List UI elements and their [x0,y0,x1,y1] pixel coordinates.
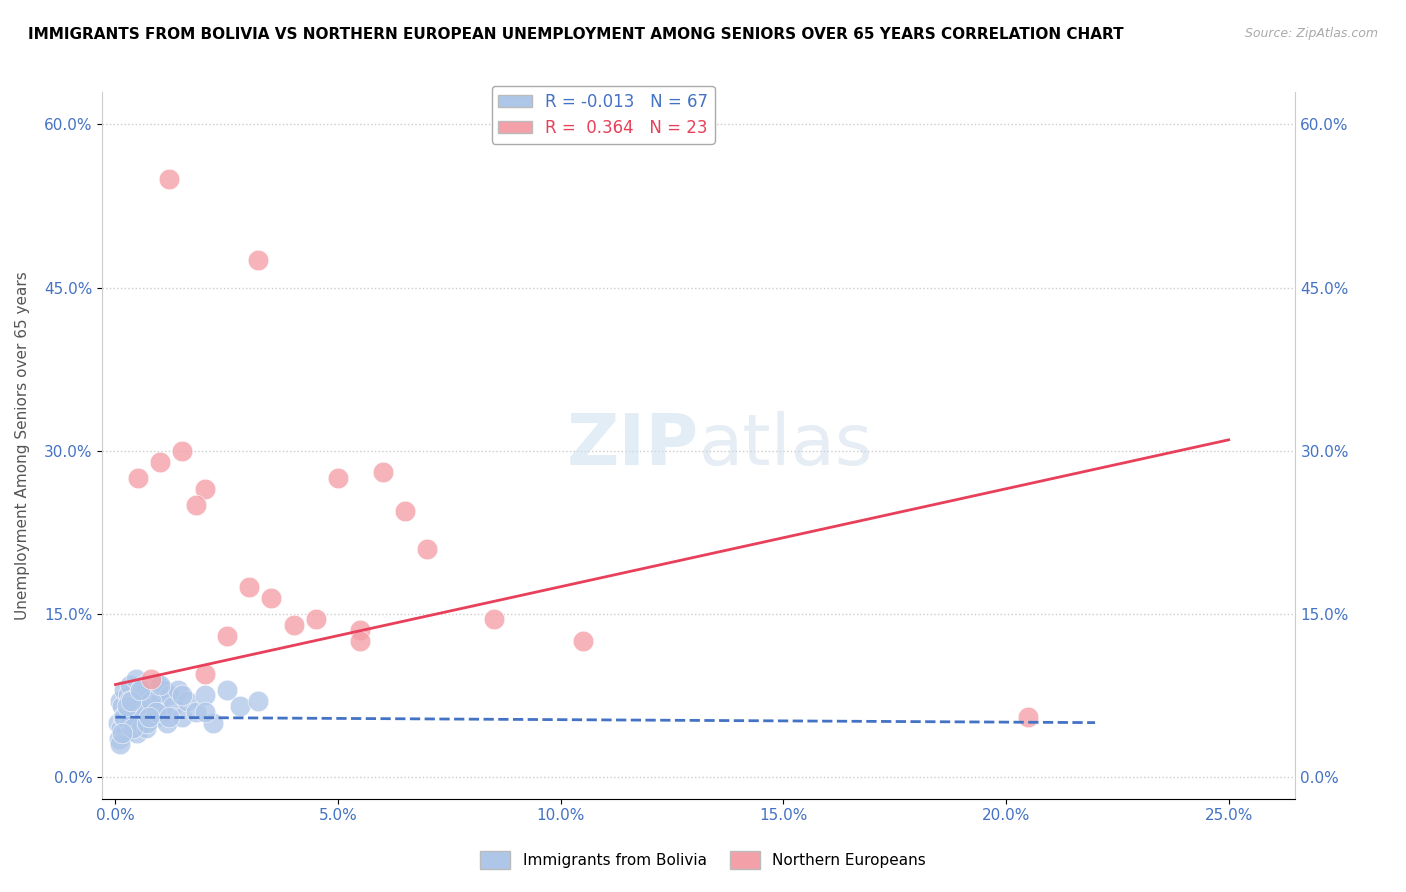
Text: Source: ZipAtlas.com: Source: ZipAtlas.com [1244,27,1378,40]
Point [108,694,131,708]
Text: atlas: atlas [699,410,873,480]
Point [124,710,146,724]
Point [121,699,143,714]
Legend: R = -0.013   N = 67, R =  0.364   N = 23: R = -0.013 N = 67, R = 0.364 N = 23 [492,86,714,144]
Point [394,503,416,517]
Point [229,699,252,714]
Point [150,705,173,719]
Point [122,694,145,708]
Point [114,726,136,740]
Point [157,689,180,703]
Point [153,683,176,698]
Point [138,710,160,724]
Point [156,715,179,730]
Point [193,689,215,703]
Point [135,721,157,735]
Text: ZIP: ZIP [567,410,699,480]
Point [124,672,146,686]
Point [120,694,142,708]
Point [260,591,283,605]
Point [138,710,160,724]
Point [111,726,134,740]
Point [349,623,371,637]
Point [110,721,132,735]
Point [115,699,138,714]
Point [149,677,172,691]
Point [112,710,135,724]
Point [131,694,153,708]
Text: IMMIGRANTS FROM BOLIVIA VS NORTHERN EUROPEAN UNEMPLOYMENT AMONG SENIORS OVER 65 : IMMIGRANTS FROM BOLIVIA VS NORTHERN EURO… [28,27,1123,42]
Point [139,672,162,686]
Point [172,689,194,703]
Point [149,454,172,468]
Point [139,683,162,698]
Legend: Immigrants from Bolivia, Northern Europeans: Immigrants from Bolivia, Northern Europe… [474,845,932,875]
Point [193,482,215,496]
Point [125,726,148,740]
Point [115,705,138,719]
Point [416,541,439,556]
Point [111,699,134,714]
Point [127,699,149,714]
Point [135,715,157,730]
Point [193,705,215,719]
Point [305,612,328,626]
Point [142,694,165,708]
Point [136,689,159,703]
Point [166,683,188,698]
Point [162,699,184,714]
Point [129,715,152,730]
Point [238,580,260,594]
Point [139,699,162,714]
Point [193,666,215,681]
Point [149,694,172,708]
Point [120,677,142,691]
Point [108,731,131,746]
Point [172,710,194,724]
Point [118,715,141,730]
Point [112,710,135,724]
Point [118,694,141,708]
Point [139,694,162,708]
Point [349,634,371,648]
Point [572,634,595,648]
Point [184,705,207,719]
Point [146,677,169,691]
Point [157,710,180,724]
Point [129,683,152,698]
Point [112,683,135,698]
Point [107,715,129,730]
Y-axis label: Unemployment Among Seniors over 65 years: Unemployment Among Seniors over 65 years [15,271,30,620]
Point [157,171,180,186]
Point [215,629,238,643]
Point [145,710,167,724]
Point [176,694,198,708]
Point [215,683,238,698]
Point [108,737,131,751]
Point [127,471,149,485]
Point [129,683,152,698]
Point [127,689,149,703]
Point [246,694,269,708]
Point [283,617,305,632]
Point [120,721,142,735]
Point [246,253,269,268]
Point [135,705,157,719]
Point [1017,710,1039,724]
Point [132,699,155,714]
Point [482,612,505,626]
Point [371,466,394,480]
Point [184,498,207,512]
Point [326,471,349,485]
Point [128,705,150,719]
Point [202,715,225,730]
Point [145,705,167,719]
Point [117,689,139,703]
Point [134,677,156,691]
Point [131,683,153,698]
Point [172,443,194,458]
Point [122,721,145,735]
